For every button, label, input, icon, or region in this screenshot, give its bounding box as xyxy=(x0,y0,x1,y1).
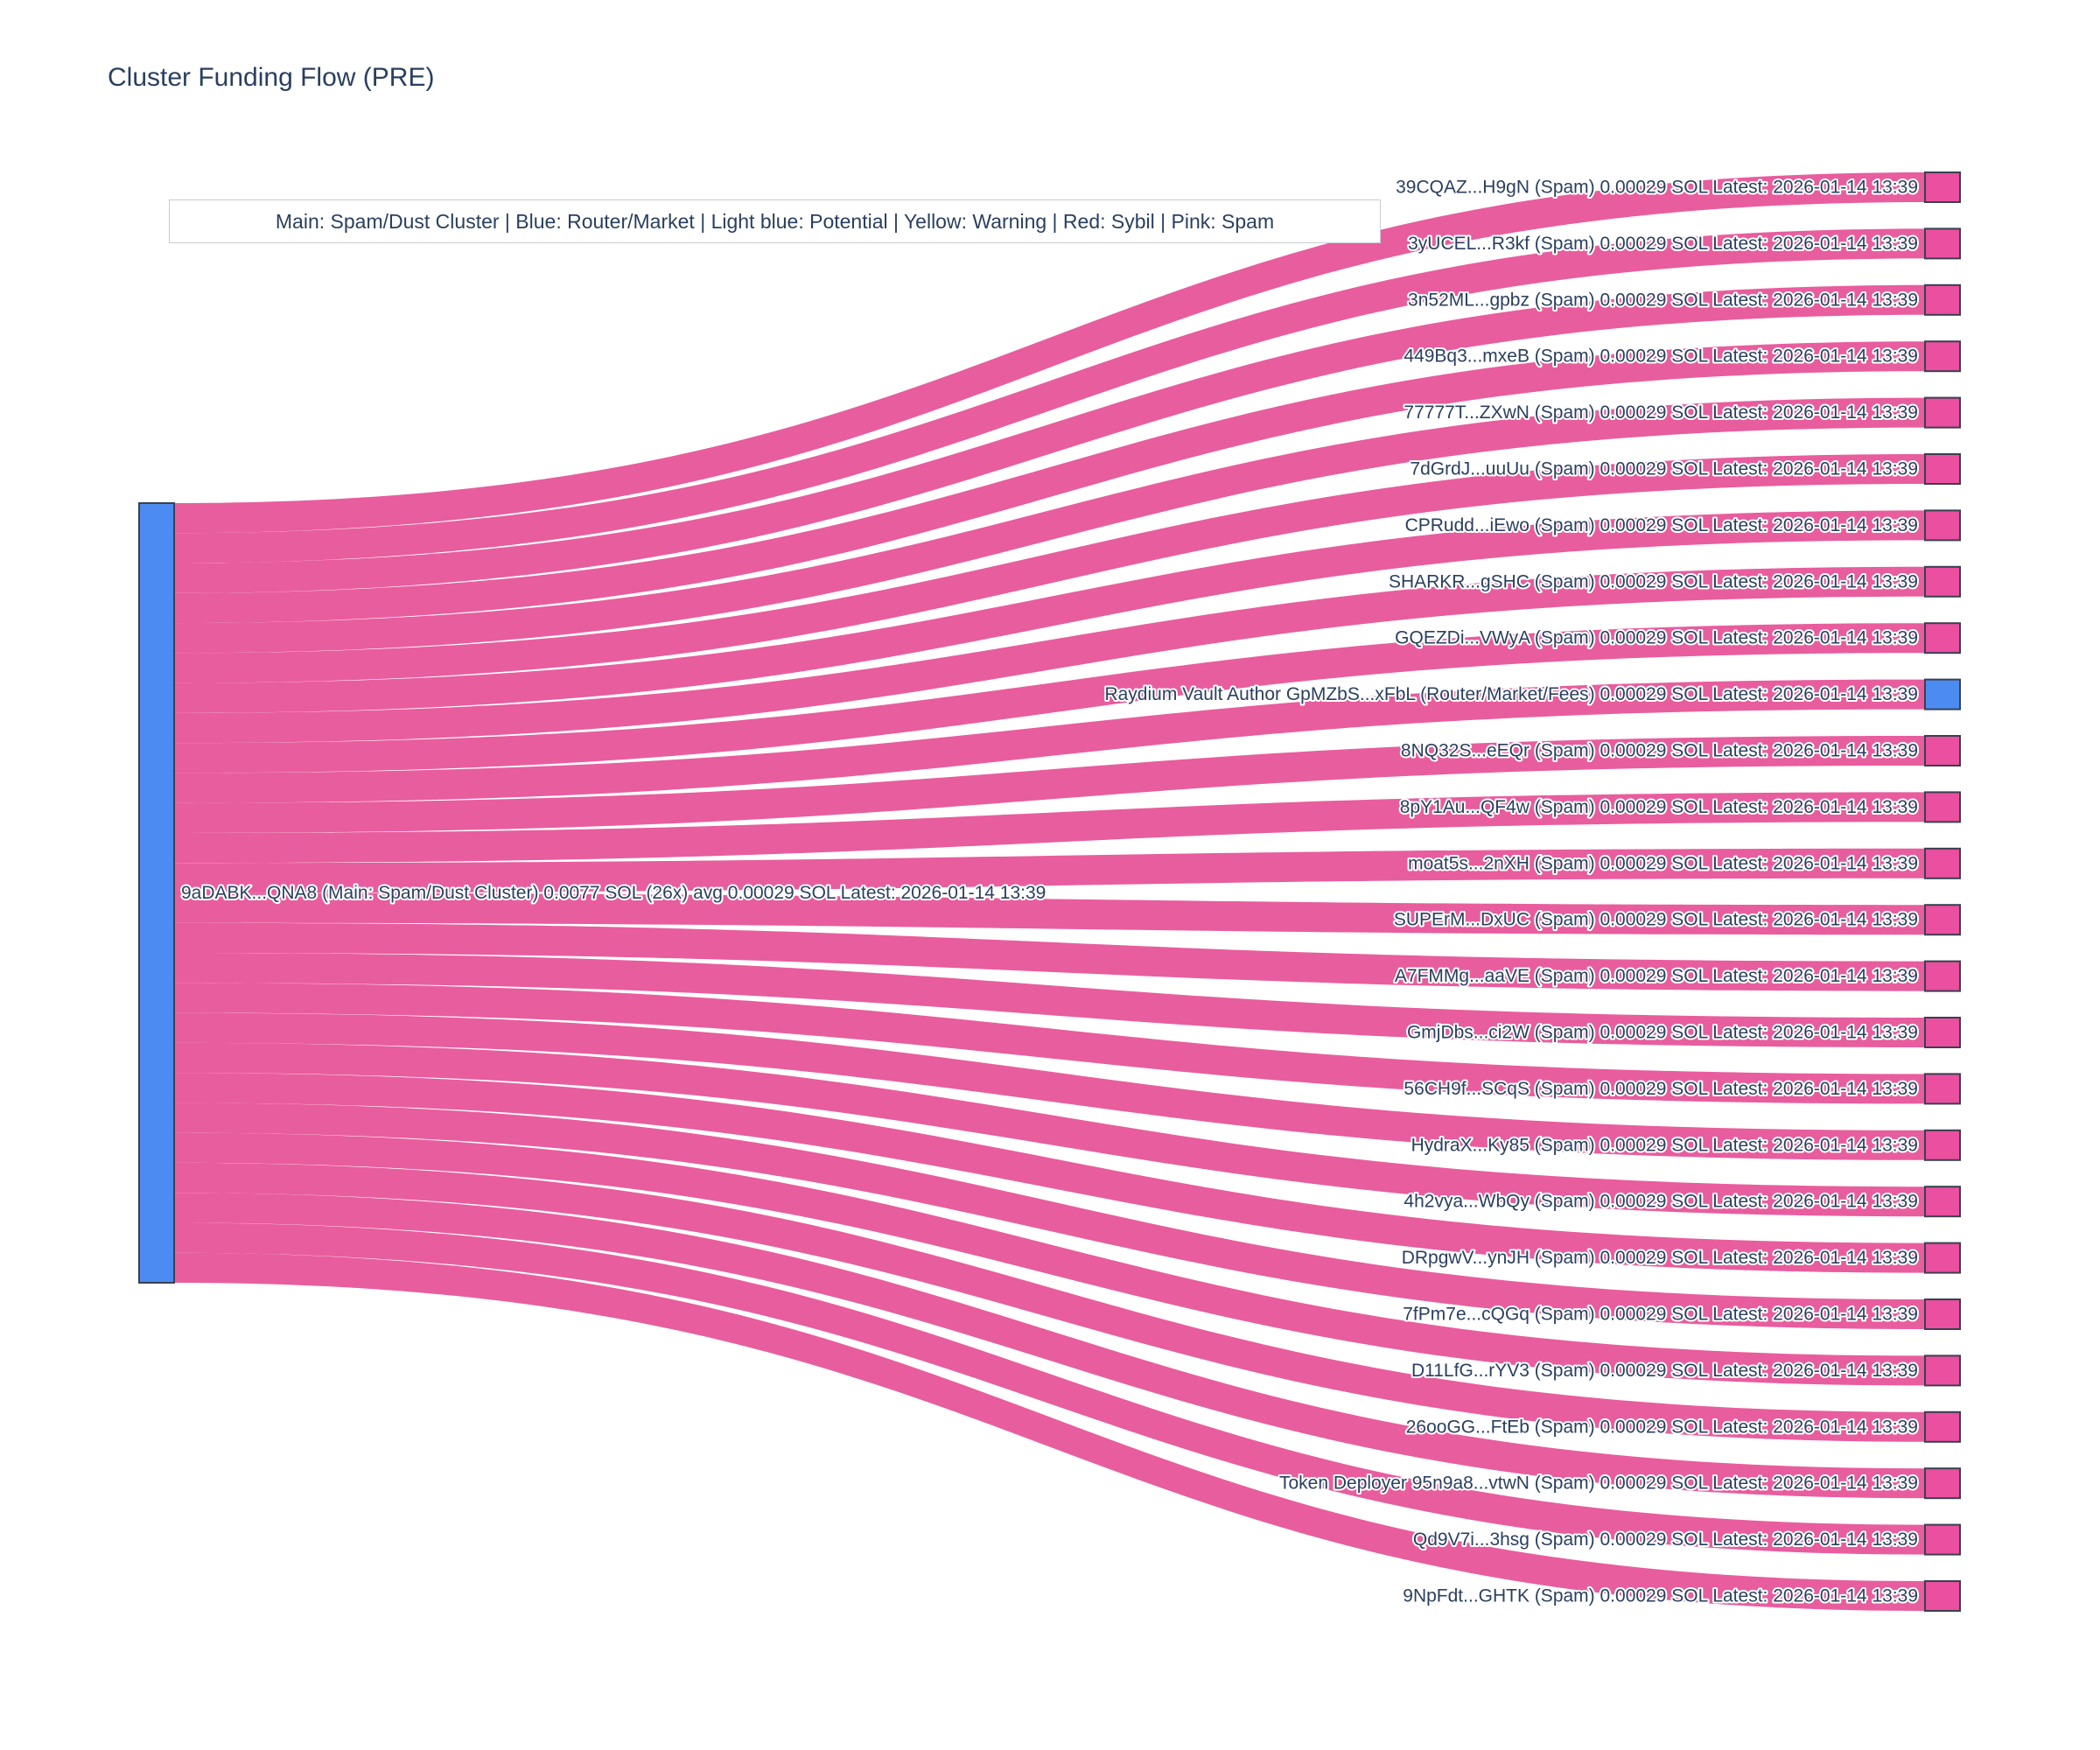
sankey-link[interactable] xyxy=(174,736,1925,833)
sankey-node-target[interactable] xyxy=(1924,1523,1961,1556)
sankey-link[interactable] xyxy=(174,397,1925,654)
target-node-label: moat5s...2nXH (Spam) 0.00029 SOL Latest:… xyxy=(1408,853,1918,873)
sankey-link[interactable] xyxy=(174,953,1925,1047)
target-node-label: 26ooGG...FtEb (Spam) 0.00029 SOL Latest:… xyxy=(1406,1417,1918,1437)
sankey-node-target[interactable] xyxy=(1924,1298,1961,1330)
color-legend-note: Main: Spam/Dust Cluster | Blue: Router/M… xyxy=(169,200,1381,243)
target-node-label: GmjDbs...ci2W (Spam) 0.00029 SOL Latest:… xyxy=(1407,1023,1918,1043)
sankey-link[interactable] xyxy=(174,566,1925,744)
target-node-label: 8pY1Au...QF4w (Spam) 0.00029 SOL Latest:… xyxy=(1400,797,1918,817)
sankey-node-main[interactable] xyxy=(138,502,175,1284)
target-node-label: DRpgwV...ynJH (Spam) 0.00029 SOL Latest:… xyxy=(1402,1248,1918,1268)
nodes-layer xyxy=(138,172,1961,1612)
sankey-node-target[interactable] xyxy=(1924,1073,1961,1105)
chart-title: Cluster Funding Flow (PRE) xyxy=(108,63,435,92)
sankey-link[interactable] xyxy=(174,892,1925,935)
sankey-node-target[interactable] xyxy=(1924,622,1961,654)
sankey-node-target[interactable] xyxy=(1924,1354,1961,1387)
sankey-node-target[interactable] xyxy=(1924,1467,1961,1500)
sankey-node-target[interactable] xyxy=(1924,960,1961,992)
target-node-label: D11LfG...rYV3 (Spam) 0.00029 SOL Latest:… xyxy=(1411,1361,1918,1381)
sankey-link[interactable] xyxy=(174,1073,1925,1273)
sankey-node-target[interactable] xyxy=(1924,1410,1961,1443)
sankey-link[interactable] xyxy=(174,1252,1925,1611)
sankey-link[interactable] xyxy=(174,1012,1925,1160)
sankey-link[interactable] xyxy=(174,1042,1925,1217)
sankey-node-target[interactable] xyxy=(1924,1580,1961,1612)
links-layer xyxy=(174,172,1925,1611)
sankey-node-target[interactable] xyxy=(1924,396,1961,429)
sankey-node-target[interactable] xyxy=(1924,1017,1961,1048)
sankey-link[interactable] xyxy=(174,1162,1925,1442)
sankey-link[interactable] xyxy=(174,510,1925,713)
sankey-link[interactable] xyxy=(174,1132,1925,1386)
sankey-link[interactable] xyxy=(174,1222,1925,1555)
target-node-label: GQEZDi...VWyA (Spam) 0.00029 SOL Latest:… xyxy=(1395,628,1918,648)
target-node-label: Qd9V7i...3hsg (Spam) 0.00029 SOL Latest:… xyxy=(1413,1530,1918,1550)
sankey-link[interactable] xyxy=(174,1102,1925,1329)
sankey-node-target[interactable] xyxy=(1924,1242,1961,1274)
main-node-label: 9aDABK...QNA8 (Main: Spam/Dust Cluster) … xyxy=(181,883,1046,903)
target-node-label: Raydium Vault Author GpMZbS...xFbL (Rout… xyxy=(1104,684,1918,704)
sankey-node-target[interactable] xyxy=(1924,678,1961,710)
labels-layer: 39CQAZ...H9gN (Spam) 0.00029 SOL Latest:… xyxy=(179,176,1920,1608)
target-node-label: 56CH9f...SCqS (Spam) 0.00029 SOL Latest:… xyxy=(1404,1079,1918,1099)
target-node-label: 77777T...ZXwN (Spam) 0.00029 SOL Latest:… xyxy=(1404,402,1918,423)
target-node-label: A7FMMg...aaVE (Spam) 0.00029 SOL Latest:… xyxy=(1395,966,1918,986)
sankey-node-target[interactable] xyxy=(1924,340,1961,373)
sankey-link[interactable] xyxy=(174,679,1925,803)
target-node-label: 7fPm7e...cQGq (Spam) 0.00029 SOL Latest:… xyxy=(1403,1305,1918,1325)
sankey-node-target[interactable] xyxy=(1924,847,1961,879)
target-node-label: 9NpFdt...GHTK (Spam) 0.00029 SOL Latest:… xyxy=(1403,1586,1918,1606)
sankey-link[interactable] xyxy=(174,172,1925,534)
target-node-label: 8NQ32S...eEQr (Spam) 0.00029 SOL Latest:… xyxy=(1401,741,1918,761)
target-node-label: HydraX...Ky85 (Spam) 0.00029 SOL Latest:… xyxy=(1411,1135,1918,1155)
sankey-link[interactable] xyxy=(174,848,1925,893)
sankey-node-target[interactable] xyxy=(1924,1186,1961,1218)
target-node-label: 449Bq3...mxeB (Spam) 0.00029 SOL Latest:… xyxy=(1404,346,1918,367)
sankey-node-target[interactable] xyxy=(1924,509,1961,542)
sankey-node-target[interactable] xyxy=(1924,904,1961,936)
sankey-node-target[interactable] xyxy=(1924,735,1961,766)
sankey-link[interactable] xyxy=(174,792,1925,864)
sankey-link[interactable] xyxy=(174,623,1925,774)
target-node-label: 3n52ML...gpbz (Spam) 0.00029 SOL Latest:… xyxy=(1408,290,1918,310)
sankey-node-target[interactable] xyxy=(1924,228,1961,260)
sankey-node-target[interactable] xyxy=(1924,565,1961,598)
sankey-link[interactable] xyxy=(174,922,1925,991)
sankey-link[interactable] xyxy=(174,228,1925,564)
sankey-link[interactable] xyxy=(174,983,1925,1104)
target-node-label: Token Deployer 95n9a8...vtwN (Spam) 0.00… xyxy=(1279,1474,1918,1494)
sankey-link[interactable] xyxy=(174,341,1925,624)
sankey-link[interactable] xyxy=(174,284,1925,593)
target-node-label: 7dGrdJ...uuUu (Spam) 0.00029 SOL Latest:… xyxy=(1410,459,1918,480)
target-node-label: CPRudd...iEwo (Spam) 0.00029 SOL Latest:… xyxy=(1405,515,1918,536)
target-node-label: 39CQAZ...H9gN (Spam) 0.00029 SOL Latest:… xyxy=(1396,178,1918,198)
sankey-link[interactable] xyxy=(174,1193,1925,1499)
sankey-node-target[interactable] xyxy=(1924,1129,1961,1161)
target-node-label: SHARKR...gSHC (Spam) 0.00029 SOL Latest:… xyxy=(1389,571,1918,592)
sankey-node-target[interactable] xyxy=(1924,172,1961,203)
sankey-node-target[interactable] xyxy=(1924,453,1961,485)
target-node-label: SUPErM...DxUC (Spam) 0.00029 SOL Latest:… xyxy=(1394,910,1918,930)
sankey-link[interactable] xyxy=(174,454,1925,683)
target-node-label: 4h2vya...WbQy (Spam) 0.00029 SOL Latest:… xyxy=(1404,1192,1918,1212)
target-node-label: 3yUCEL...R3kf (Spam) 0.00029 SOL Latest:… xyxy=(1408,234,1918,254)
sankey-node-target[interactable] xyxy=(1924,791,1961,823)
sankey-node-target[interactable] xyxy=(1924,284,1961,316)
